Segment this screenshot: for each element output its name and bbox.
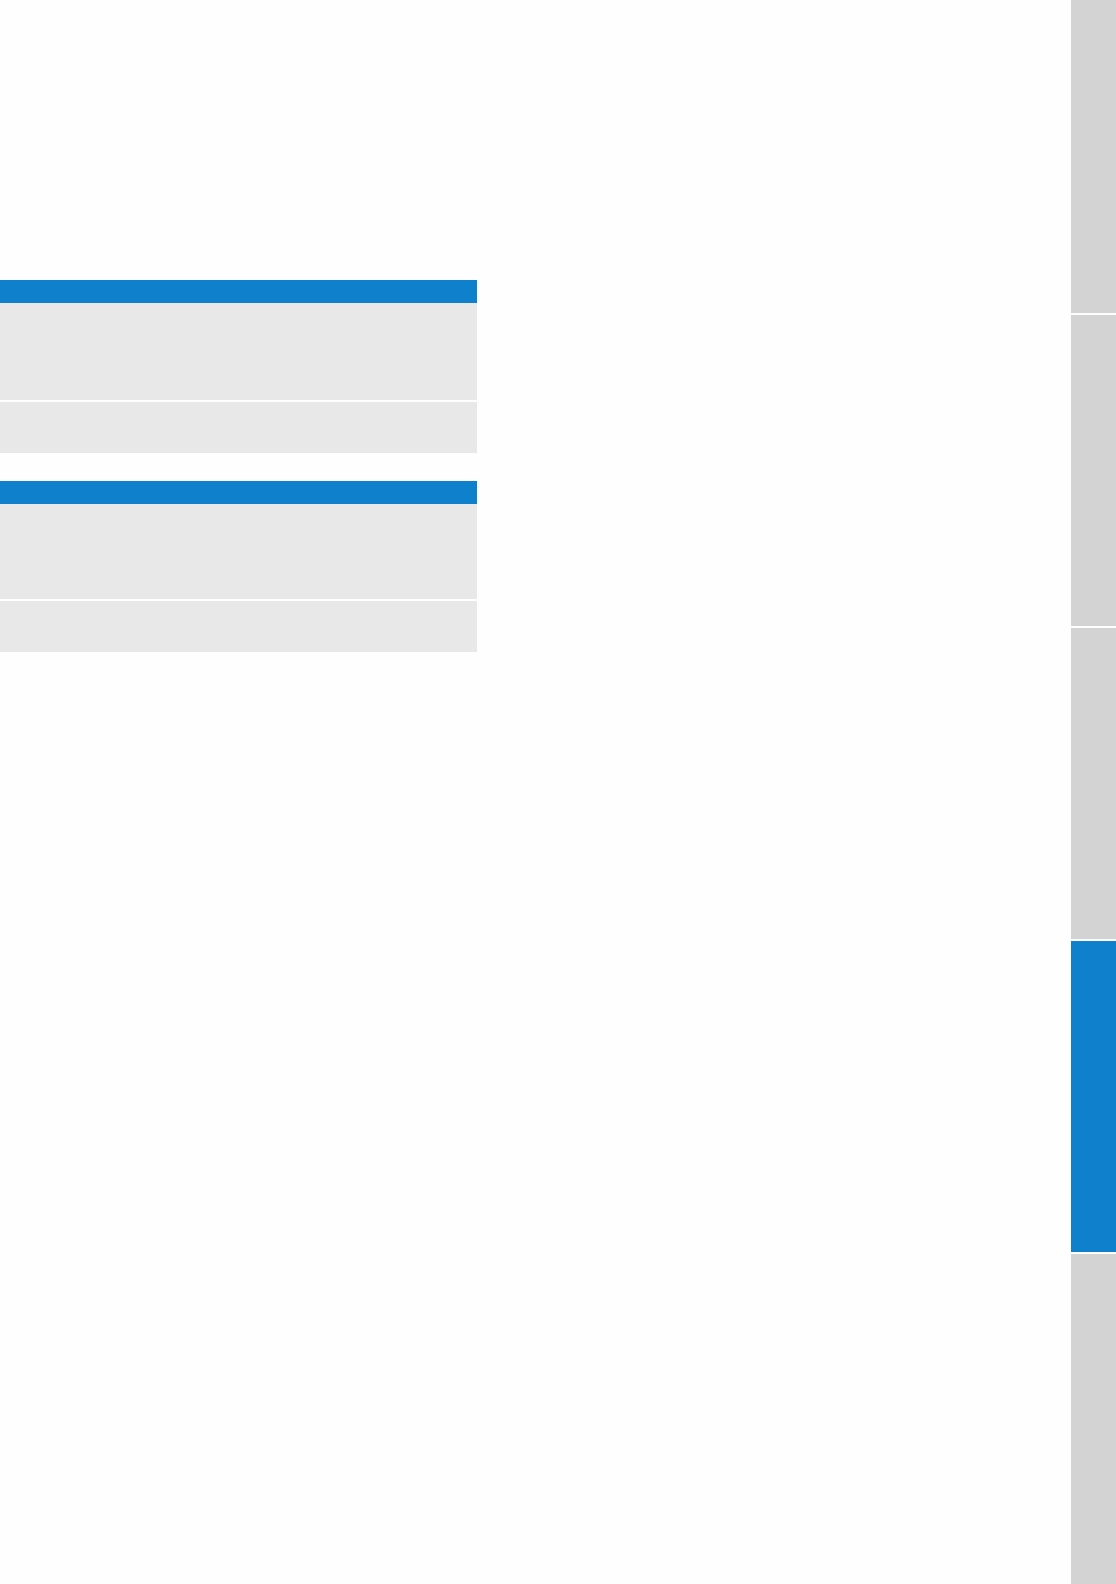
side-tab-1[interactable] [1071, 0, 1116, 313]
side-tab-5[interactable] [1071, 1254, 1116, 1584]
side-tab-3[interactable] [1071, 628, 1116, 939]
side-tab-4-active[interactable] [1071, 941, 1116, 1252]
table-1-header [0, 280, 477, 303]
table-2-row [0, 504, 477, 599]
table-1-row [0, 402, 477, 453]
table-1-row [0, 303, 477, 400]
table-2-header [0, 481, 477, 504]
table-2-row [0, 601, 477, 652]
side-tab-2[interactable] [1071, 315, 1116, 626]
